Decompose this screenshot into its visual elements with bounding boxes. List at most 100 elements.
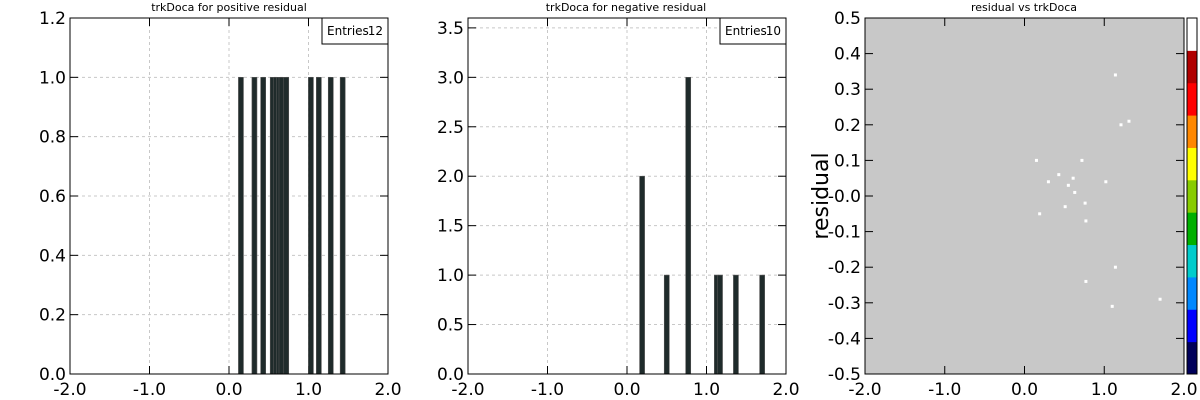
scatter-point	[1046, 180, 1050, 184]
chart-negative-residual: trkDoca for negative residual -2.0 -1.0 0.…	[437, 1, 800, 400]
scatter-point	[1038, 212, 1042, 216]
y-tick-label: 1.5	[437, 217, 464, 237]
y-tick-label: 1.0	[39, 68, 66, 88]
y-tick-label: 0.2	[834, 116, 861, 136]
chart-title-positive: trkDoca for positive residual	[151, 1, 307, 14]
scatter-point	[1063, 205, 1067, 209]
palette-segment	[1187, 309, 1197, 343]
scatter-point	[1104, 180, 1108, 184]
x-tick-label: -2.0	[53, 380, 86, 400]
histogram-bar	[308, 77, 314, 375]
chart-title-negative: trkDoca for negative residual	[546, 1, 707, 14]
y-tick-label: 0.2	[39, 306, 66, 326]
palette-segment	[1187, 82, 1197, 116]
scatter-point	[1110, 304, 1114, 308]
histogram-bar	[260, 77, 266, 375]
stats-box	[321, 17, 389, 45]
y-tick-label: -0.2	[828, 258, 861, 278]
histogram-bar	[685, 77, 692, 375]
palette-segment	[1187, 276, 1197, 310]
y-tick-label: -0.1	[828, 223, 861, 243]
stats-value: 12	[368, 24, 383, 38]
y-tick-label: 2.5	[437, 118, 464, 138]
y-tick-label: 0.8	[39, 128, 66, 148]
y-tick-label: 3.5	[437, 19, 464, 39]
palette-segment	[1187, 212, 1197, 246]
palette-segment	[1187, 244, 1197, 278]
histogram-bar	[663, 274, 670, 375]
scatter-point	[1034, 158, 1038, 162]
y-tick-label: 0.3	[834, 80, 861, 100]
x-tick-label: 2.0	[374, 380, 401, 400]
x-tick-label: 2.0	[772, 380, 799, 400]
scatter-point	[1127, 119, 1131, 123]
palette-segment	[1187, 179, 1197, 213]
plot-frame	[69, 17, 389, 375]
histogram-bar	[278, 77, 285, 375]
histogram-bar	[283, 77, 290, 375]
histogram-bar	[327, 77, 334, 375]
palette-segment	[1187, 50, 1197, 84]
x-tick-label: 2.0	[1170, 380, 1197, 400]
histogram-bar	[238, 77, 244, 375]
scatter-point	[1080, 158, 1084, 162]
y-axis-label: residual	[809, 152, 834, 239]
chart-title-scatter: residual vs trkDoca	[971, 1, 1077, 14]
histogram-bar	[251, 77, 258, 375]
y-tick-label: 0.0	[437, 365, 464, 385]
y-tick-label: 0.4	[39, 246, 66, 266]
scatter-point	[1084, 279, 1088, 283]
y-tick-label: -0.4	[828, 329, 861, 349]
palette-segment	[1187, 115, 1197, 148]
x-tick-label: -1.0	[133, 380, 166, 400]
palette-segment	[1187, 341, 1197, 375]
y-tick-label: 1.0	[437, 266, 464, 286]
scatter-point	[1057, 173, 1061, 177]
x-tick-label: 1.0	[295, 380, 322, 400]
scatter-point	[1158, 297, 1162, 301]
scatter-point	[1084, 219, 1088, 223]
x-tick-label: -2.0	[848, 380, 881, 400]
palette-segment	[1187, 147, 1197, 181]
chart-positive-residual: trkDoca for positive residual -2.0 -1.0 0.…	[39, 1, 402, 400]
histogram-bar	[339, 77, 346, 375]
scatter-point	[1113, 265, 1117, 269]
x-tick-label: 0.0	[1011, 380, 1038, 400]
scatter-point	[1066, 183, 1070, 187]
chart-residual-vs-trkdoca: residual vs trkDoca -2.0 -1.0 0.0 1.0 2.0 0.5…	[809, 1, 1198, 400]
plot-frame	[864, 17, 1185, 375]
x-tick-label: 0.0	[215, 380, 242, 400]
y-tick-label: 0.5	[834, 9, 861, 29]
plot-frame	[467, 17, 787, 375]
y-tick-label: 0.4	[834, 45, 861, 65]
stats-label: Entries	[725, 24, 767, 38]
y-tick-label: 0.5	[437, 316, 464, 336]
x-tick-label: 1.0	[693, 380, 720, 400]
histogram-bar	[717, 274, 723, 375]
y-tick-label: 2.0	[437, 167, 464, 187]
stats-value: 10	[766, 24, 781, 38]
x-tick-label: -2.0	[451, 380, 484, 400]
scatter-point	[1071, 176, 1075, 180]
y-tick-label: -0.3	[828, 294, 861, 314]
plot-background	[865, 18, 1184, 374]
y-tick-label: 0.1	[834, 151, 861, 171]
scatter-point	[1073, 190, 1077, 194]
x-tick-label: -1.0	[531, 380, 564, 400]
scatter-point	[1083, 201, 1087, 205]
y-tick-label: 3.0	[437, 68, 464, 88]
histogram-bar	[316, 77, 322, 375]
stats-box	[719, 17, 787, 45]
histogram-bar	[639, 175, 645, 375]
palette-frame	[1186, 17, 1198, 375]
palette-segment	[1187, 18, 1197, 51]
y-tick-label: 1.2	[39, 9, 66, 29]
x-tick-label: -1.0	[928, 380, 961, 400]
scatter-point	[1113, 73, 1117, 77]
histogram-bar	[759, 274, 765, 375]
histogram-bar	[733, 274, 739, 375]
y-tick-label: -0.5	[828, 365, 861, 385]
y-tick-label: 0.0	[39, 365, 66, 385]
y-tick-label: -0.0	[828, 187, 861, 207]
